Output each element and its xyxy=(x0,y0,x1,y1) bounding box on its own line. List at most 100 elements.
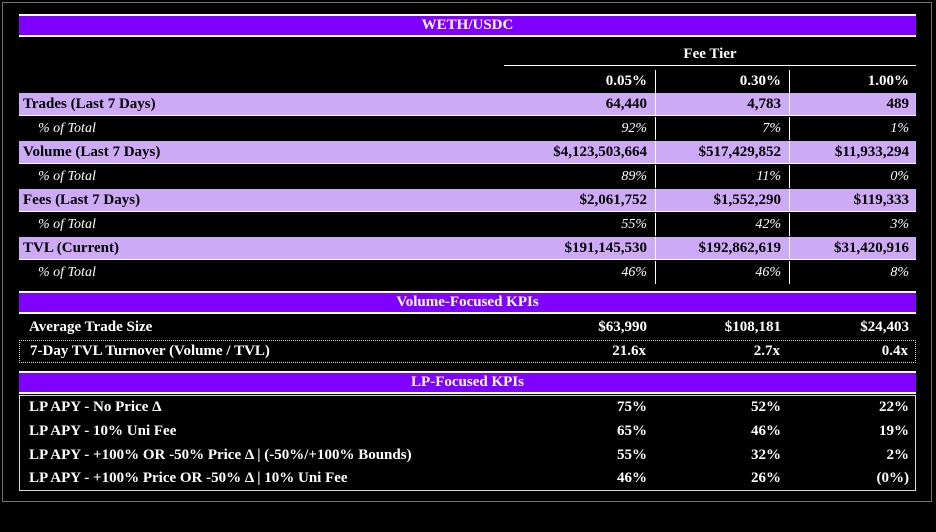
tier-3-label: 1.00% xyxy=(867,73,909,89)
pct-label: % of Total xyxy=(38,121,96,136)
kpi-value: 32% xyxy=(751,447,781,463)
col-divider xyxy=(655,141,656,163)
pct-value: 8% xyxy=(890,265,909,280)
metric-value: 4,783 xyxy=(747,96,781,112)
kpi-value: 22% xyxy=(879,399,909,415)
kpi-row-lp-apy-no-price: LP APY - No Price Δ 75% 52% 22% xyxy=(19,396,916,419)
metric-row-trades: Trades (Last 7 Days) 64,440 4,783 489 xyxy=(19,93,916,116)
col-divider xyxy=(789,237,790,259)
pct-label: % of Total xyxy=(38,265,96,280)
col-divider xyxy=(655,213,656,236)
kpi-value: 2.7x xyxy=(753,343,780,359)
col-divider xyxy=(789,189,790,211)
kpi-value: $108,181 xyxy=(724,319,781,335)
metric-value: $4,123,503,664 xyxy=(553,144,647,160)
pct-row-fees: % of Total 55% 42% 3% xyxy=(19,213,916,236)
kpi-label: LP APY - +100% Price OR -50% Δ | 10% Uni… xyxy=(29,470,348,486)
lp-kpis-banner: LP-Focused KPIs xyxy=(19,371,916,394)
pct-value: 11% xyxy=(756,169,781,184)
metric-value: $119,333 xyxy=(853,192,909,208)
col-divider xyxy=(789,165,790,188)
col-divider xyxy=(789,70,790,93)
fee-tier-header: Fee Tier xyxy=(504,44,916,66)
lp-kpis-box xyxy=(19,395,916,491)
metric-label: Fees (Last 7 Days) xyxy=(23,192,141,208)
col-divider xyxy=(655,261,656,284)
kpi-value: 46% xyxy=(751,423,781,439)
kpi-value: (0%) xyxy=(876,470,910,486)
kpi-row-lp-apy-uni-fee: LP APY - 10% Uni Fee 65% 46% 19% xyxy=(19,420,916,443)
kpi-value: 65% xyxy=(617,423,647,439)
kpi-value: $24,403 xyxy=(860,319,909,335)
tier-2-label: 0.30% xyxy=(739,73,781,89)
kpi-label: LP APY - +100% OR -50% Price Δ | (-50%/+… xyxy=(29,447,412,463)
metric-label: Volume (Last 7 Days) xyxy=(23,144,161,160)
col-divider xyxy=(655,117,656,140)
kpi-value: 52% xyxy=(751,399,781,415)
title-banner: WETH/USDC xyxy=(19,14,916,37)
pct-value: 89% xyxy=(621,169,647,184)
col-divider xyxy=(789,117,790,140)
kpi-value: 26% xyxy=(751,470,781,486)
pct-value: 55% xyxy=(621,217,647,232)
metric-label: Trades (Last 7 Days) xyxy=(23,96,156,112)
metric-value: $192,862,619 xyxy=(698,240,782,256)
pct-value: 92% xyxy=(621,121,647,136)
pct-value: 42% xyxy=(755,217,781,232)
pct-label: % of Total xyxy=(38,217,96,232)
metric-value: $1,552,290 xyxy=(713,192,782,208)
col-divider xyxy=(789,141,790,163)
kpi-label: LP APY - 10% Uni Fee xyxy=(29,423,177,439)
metric-row-tvl: TVL (Current) $191,145,530 $192,862,619 … xyxy=(19,237,916,260)
pct-row-volume: % of Total 89% 11% 0% xyxy=(19,165,916,188)
col-divider xyxy=(789,261,790,284)
kpi-value: 21.6x xyxy=(612,343,646,359)
pct-value: 3% xyxy=(890,217,909,232)
col-divider xyxy=(655,93,656,115)
col-divider xyxy=(655,237,656,259)
metric-value: $191,145,530 xyxy=(564,240,648,256)
volume-kpis-banner: Volume-Focused KPIs xyxy=(19,291,916,314)
kpi-row-lp-apy-bounds: LP APY - +100% OR -50% Price Δ | (-50%/+… xyxy=(19,444,916,467)
metric-label: TVL (Current) xyxy=(23,240,119,256)
sheet-frame xyxy=(2,2,932,502)
kpi-row-tvl-turnover: 7-Day TVL Turnover (Volume / TVL) 21.6x … xyxy=(19,340,916,363)
kpi-value: $63,990 xyxy=(598,319,647,335)
pct-value: 46% xyxy=(621,265,647,280)
tier-header-row: 0.05% 0.30% 1.00% xyxy=(19,70,916,93)
metric-row-volume: Volume (Last 7 Days) $4,123,503,664 $517… xyxy=(19,141,916,164)
col-divider xyxy=(789,213,790,236)
kpi-value: 0.4x xyxy=(881,343,908,359)
col-divider xyxy=(789,93,790,115)
metric-value: 489 xyxy=(886,96,910,112)
pct-value: 46% xyxy=(755,265,781,280)
kpi-label: 7-Day TVL Turnover (Volume / TVL) xyxy=(30,343,270,359)
kpi-value: 2% xyxy=(886,447,910,463)
metric-value: $517,429,852 xyxy=(698,144,782,160)
tier-1-label: 0.05% xyxy=(605,73,647,89)
metric-value: $11,933,294 xyxy=(834,144,909,160)
kpi-row-lp-apy-price-uni-fee: LP APY - +100% Price OR -50% Δ | 10% Uni… xyxy=(19,467,916,490)
pct-label: % of Total xyxy=(38,169,96,184)
kpi-value: 46% xyxy=(617,470,647,486)
pct-row-trades: % of Total 92% 7% 1% xyxy=(19,117,916,140)
lp-kpis-title: LP-Focused KPIs xyxy=(411,374,524,390)
kpi-value: 55% xyxy=(617,447,647,463)
col-divider xyxy=(655,189,656,211)
pct-value: 7% xyxy=(762,121,781,136)
pct-value: 0% xyxy=(890,169,909,184)
kpi-value: 19% xyxy=(879,423,909,439)
metric-value: $2,061,752 xyxy=(579,192,648,208)
metric-value: $31,420,916 xyxy=(834,240,909,256)
title-text: WETH/USDC xyxy=(421,17,514,33)
volume-kpis-title: Volume-Focused KPIs xyxy=(396,294,539,310)
kpi-label: Average Trade Size xyxy=(29,319,153,335)
col-divider xyxy=(655,165,656,188)
metric-value: 64,440 xyxy=(605,96,647,112)
metric-row-fees: Fees (Last 7 Days) $2,061,752 $1,552,290… xyxy=(19,189,916,212)
kpi-label: LP APY - No Price Δ xyxy=(29,399,162,415)
kpi-value: 75% xyxy=(617,399,647,415)
col-divider xyxy=(655,70,656,93)
pct-value: 1% xyxy=(890,121,909,136)
pct-row-tvl: % of Total 46% 46% 8% xyxy=(19,261,916,284)
